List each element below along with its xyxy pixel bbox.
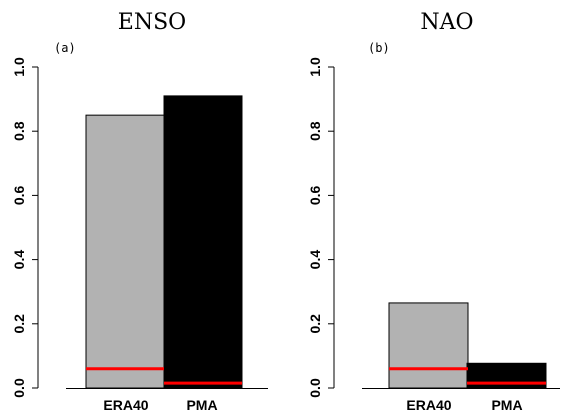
y-tick-label: 0.4 xyxy=(307,250,323,270)
y-tick-label: 0.2 xyxy=(307,314,323,334)
y-tick-label: 0.0 xyxy=(11,378,27,398)
nao-panel: NAO (b) 0.0 0.2 0.4 0.6 0.8 1.0 ERA40 PMA xyxy=(307,10,560,413)
enso-panel: ENSO (a) 0.0 0.2 0.4 0.6 0.8 1.0 ERA40 PMA xyxy=(11,10,268,413)
bar-era40 xyxy=(85,114,165,389)
bar-era40 xyxy=(388,302,469,389)
y-tick-label: 0.6 xyxy=(11,185,27,205)
x-category-label: PMA xyxy=(491,397,522,413)
panel-label: (b) xyxy=(368,41,390,55)
y-tick-label: 0.2 xyxy=(11,314,27,334)
x-category-label: PMA xyxy=(186,397,217,413)
bar-pma xyxy=(163,95,243,389)
chart-title: ENSO xyxy=(118,10,186,35)
y-tick-label: 0.4 xyxy=(11,250,27,270)
x-category-label: ERA40 xyxy=(103,397,148,413)
chart-title: NAO xyxy=(420,10,473,35)
x-category-label: ERA40 xyxy=(406,397,451,413)
y-tick-label: 1.0 xyxy=(11,57,27,77)
y-tick-label: 0.0 xyxy=(307,378,323,398)
y-tick-label: 0.8 xyxy=(307,121,323,141)
y-tick-label: 0.8 xyxy=(11,121,27,141)
y-tick-label: 1.0 xyxy=(307,57,323,77)
y-tick-label: 0.6 xyxy=(307,185,323,205)
panel-label: (a) xyxy=(54,41,76,55)
